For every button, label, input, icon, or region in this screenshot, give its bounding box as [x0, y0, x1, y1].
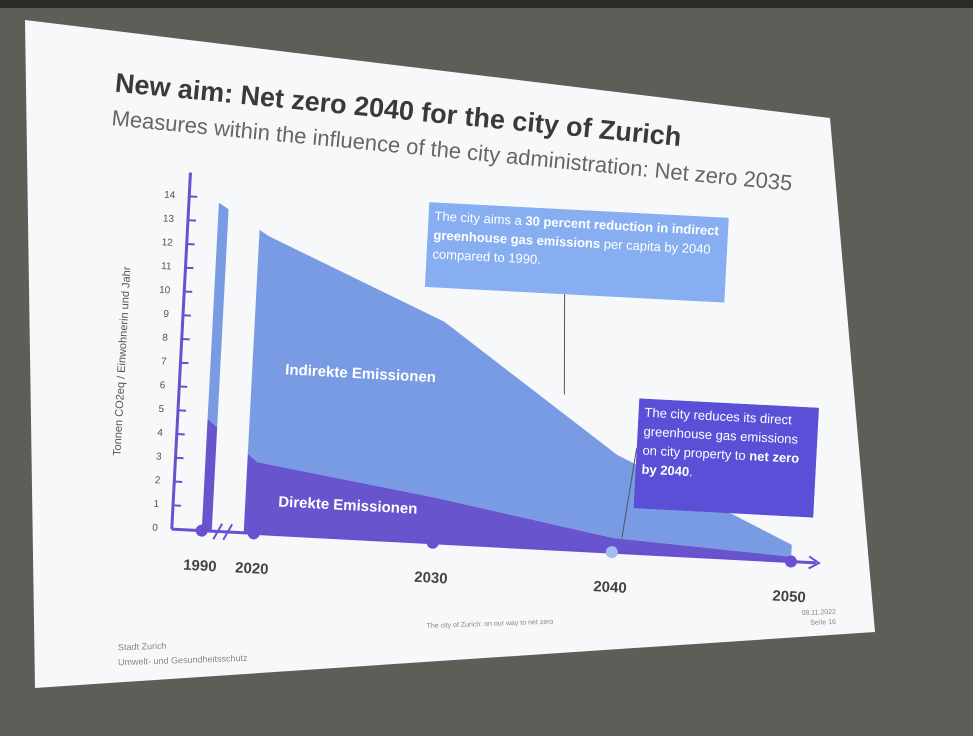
footer-text: 08.11.2022: [801, 609, 836, 617]
annotation-box: The city aims a 30 percent reduction in …: [425, 202, 729, 303]
y-tick-label: 10: [159, 285, 171, 297]
y-tick-label: 13: [163, 214, 175, 226]
x-tick-label: 2020: [235, 559, 269, 578]
photo: New aim: Net zero 2040 for the city of Z…: [0, 0, 973, 736]
annotation-text: .: [689, 464, 693, 479]
y-tick-label: 14: [164, 190, 176, 202]
y-tick-label: 2: [154, 475, 161, 486]
y-tick-label: 9: [163, 309, 170, 320]
page: {"chart_data": {"type": "area", "title":…: [0, 0, 973, 736]
annotation-text: The city aims a: [434, 208, 526, 228]
x-tick-label: 2040: [593, 578, 627, 597]
annotation-box: The city reduces its direct greenhouse g…: [634, 398, 820, 517]
x-tick-label: 1990: [183, 557, 217, 576]
y-tick-label: 6: [159, 380, 166, 391]
y-tick-label: 0: [152, 523, 159, 534]
y-tick-label: 5: [158, 404, 165, 415]
y-tick-label: 4: [157, 428, 164, 439]
y-tick-label: 12: [161, 237, 173, 249]
annotation: The city reduces its direct greenhouse g…: [634, 398, 820, 517]
y-tick-label: 1: [153, 499, 160, 510]
annotation: The city aims a 30 percent reduction in …: [425, 202, 729, 303]
y-tick-label: 11: [161, 261, 172, 273]
y-tick-label: 7: [161, 356, 168, 367]
footer-text: Seite 16: [810, 619, 836, 627]
footer-text: Stadt Zurich: [118, 641, 167, 653]
y-tick-label: 8: [162, 333, 169, 344]
top-strip: [0, 0, 973, 8]
x-tick-label: 2030: [414, 569, 448, 588]
x-tick-label: 2050: [772, 588, 806, 607]
y-tick-label: 3: [156, 451, 163, 462]
